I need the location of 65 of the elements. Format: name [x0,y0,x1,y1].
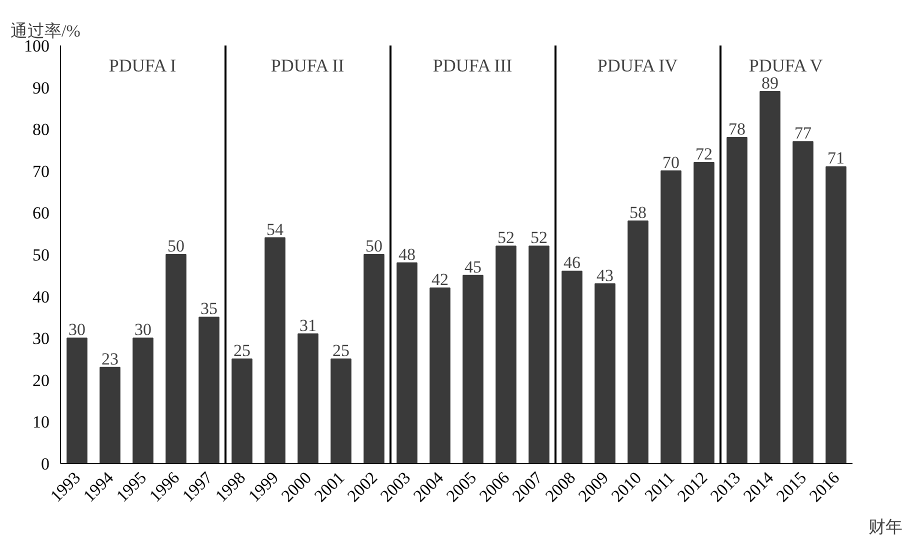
data-label: 30 [134,320,152,340]
bar [760,90,780,464]
bar [198,316,220,464]
annotation: PDUFA II [270,56,344,76]
y-tick-label: 90 [32,78,50,98]
bar [298,333,318,464]
data-label: 48 [398,244,416,264]
data-label: 35 [200,299,218,318]
data-label: 58 [630,203,646,222]
y-tick-label: 10 [32,412,50,432]
data-label: 71 [828,148,844,168]
data-label: 77 [794,124,812,143]
data-label: 89 [762,73,778,92]
bar [364,254,384,464]
data-label: 54 [266,220,284,239]
data-label: 42 [432,270,448,289]
annotation: PDUFA I [108,56,176,76]
data-label: 45 [464,257,482,276]
data-label: 70 [662,152,680,172]
bar [694,162,714,464]
bar [660,170,682,464]
annotation: PDUFA III [432,56,512,76]
x-axis-title: 财年 [868,518,902,536]
y-tick-label: 60 [32,204,50,223]
data-label: 52 [530,228,548,248]
bar [462,274,484,464]
annotation: PDUFA V [748,56,823,76]
bar [100,366,120,464]
bar [528,246,550,464]
bar [726,136,748,464]
data-label: 23 [102,349,118,368]
bar [826,166,846,464]
annotation: PDUFA IV [597,56,678,76]
data-label: 25 [234,341,250,360]
data-label: 30 [68,320,86,340]
bar [628,220,648,464]
y-tick-label: 40 [32,287,50,306]
data-label: 43 [596,266,614,285]
y-tick-label: 0 [41,454,50,474]
data-label: 52 [498,228,514,248]
bar [330,358,352,464]
data-label: 46 [564,253,580,272]
bar [166,254,186,464]
bar [396,262,418,464]
y-tick-label: 20 [32,370,50,390]
bar [66,338,88,464]
y-tick-label: 30 [32,329,50,348]
data-label: 78 [728,119,746,138]
data-label: 72 [696,144,712,164]
bar [792,141,814,464]
y-axis-title: 通过率/% [10,22,80,40]
bar [232,358,252,464]
y-tick-label: 80 [32,120,50,140]
data-label: 50 [168,236,184,256]
data-label: 50 [366,236,382,256]
bar [562,270,582,464]
bar [594,283,616,464]
bar [430,287,450,464]
y-tick-label: 70 [32,162,50,181]
data-label: 25 [332,341,350,360]
bar [132,338,154,464]
bar [496,246,516,464]
data-label: 31 [300,316,316,335]
bar [264,237,286,464]
y-tick-label: 50 [32,246,50,264]
